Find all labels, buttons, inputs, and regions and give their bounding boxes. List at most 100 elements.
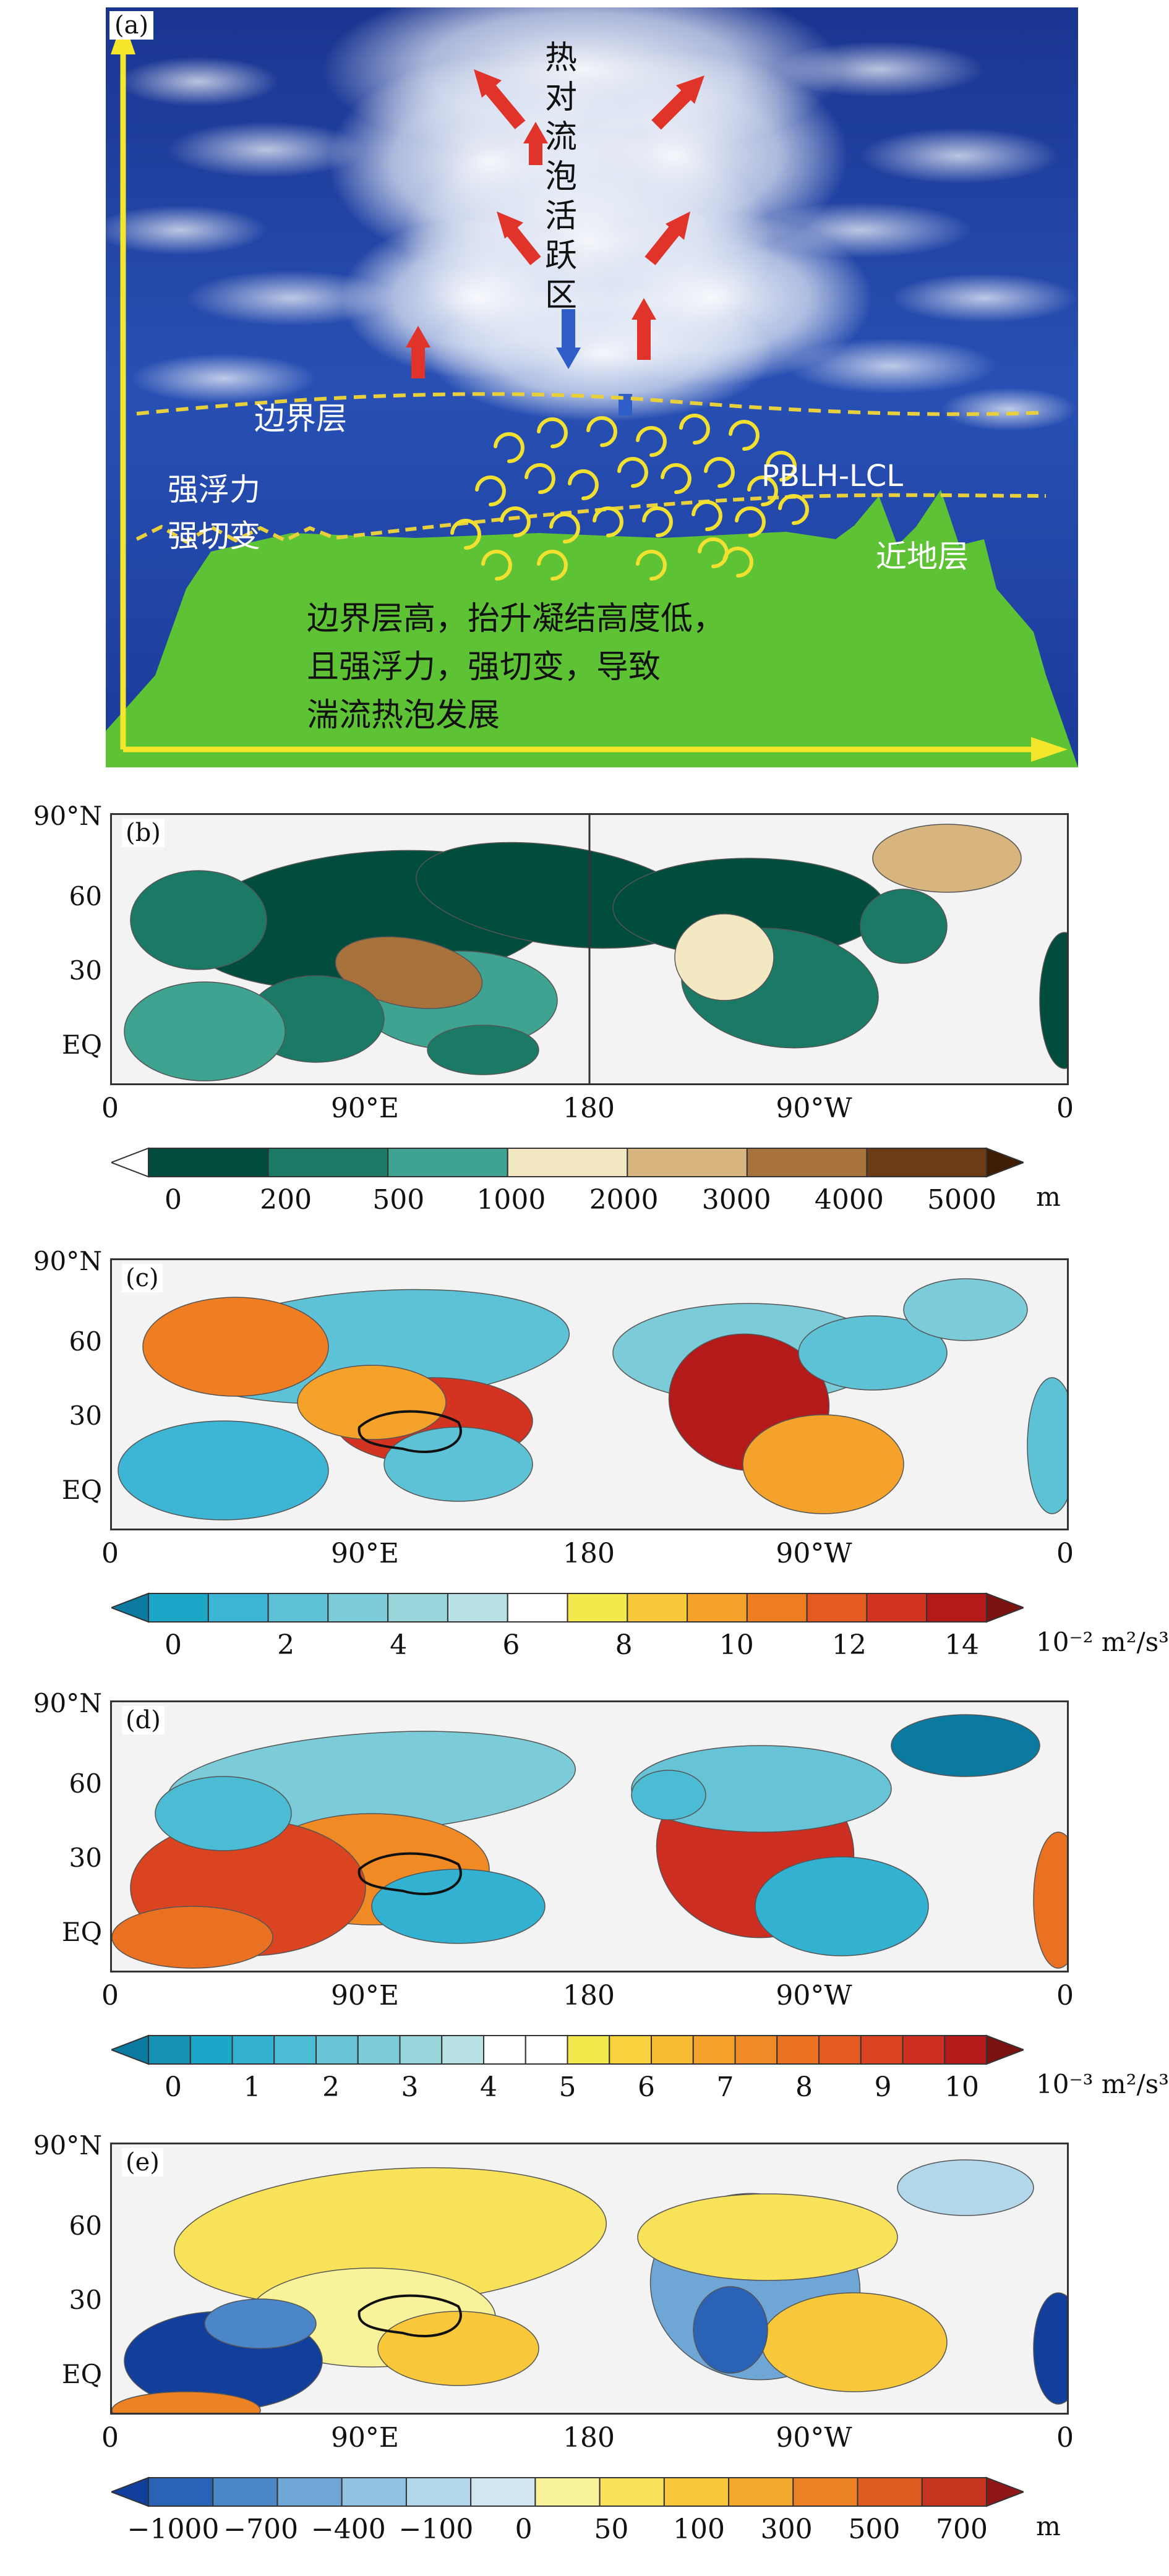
colorbar-tick-label: 500 — [372, 1184, 425, 1216]
map-field — [112, 2159, 1067, 2413]
colorbar-tick-label: 8 — [615, 1629, 633, 1661]
latitude-label: 60 — [69, 2211, 102, 2241]
latitude-label: 90°N — [33, 1246, 102, 1276]
colorbar-extend-high — [986, 2034, 1024, 2065]
longitude-label: 90°W — [776, 1980, 852, 2011]
convection-char: 对 — [544, 79, 577, 116]
land-region — [1033, 2292, 1067, 2405]
longitude-label: 90°E — [330, 1980, 400, 2011]
land-region — [637, 2193, 898, 2281]
land-region — [761, 2292, 948, 2392]
thermal-bubbles — [450, 414, 809, 581]
colorbar-tick-label: 4 — [390, 1629, 408, 1661]
land-region — [872, 824, 1022, 893]
colorbar-cell — [944, 2035, 987, 2065]
panel-letter: (b) — [122, 819, 165, 847]
colorbar-unit: 10⁻³ m²/s³ — [1036, 2069, 1169, 2099]
panel-letter: (c) — [122, 1264, 163, 1292]
pblh-lcl-label: PBLH-LCL — [761, 459, 904, 493]
colorbar-tick-label: 6 — [638, 2071, 655, 2103]
colorbar-cell — [276, 2477, 343, 2507]
colorbar-cell — [387, 1593, 448, 1623]
colorbar-cell — [866, 1593, 928, 1623]
caption-line: 湍流热泡发展 — [307, 697, 500, 734]
colorbar-tick-label: 4000 — [814, 1184, 884, 1216]
colorbar-cell — [567, 2035, 610, 2065]
colorbar-cell — [273, 2035, 317, 2065]
colorbar-cell — [207, 1593, 269, 1623]
convection-char: 跃 — [544, 237, 577, 275]
latitude-label: EQ — [61, 1475, 102, 1505]
colorbar-tick-label: 0 — [165, 1184, 182, 1216]
tibetan-plateau-outline — [358, 2294, 462, 2337]
land-region — [742, 1414, 904, 1514]
colorbar-cell — [267, 1148, 389, 1177]
colorbar-extend-high — [986, 1147, 1024, 1178]
colorbar-tick-label: 200 — [260, 1184, 312, 1216]
latitude-label: 60 — [69, 1768, 102, 1799]
panel-a-caption: 边界层高，抬升凝结高度低， 且强浮力，强切变，导致 湍流热泡发展 — [307, 595, 725, 740]
land-region — [674, 913, 774, 1001]
colorbar-cell — [525, 2035, 568, 2065]
colorbar-tick-label: 700 — [936, 2514, 988, 2545]
colorbar-extend-low — [111, 1592, 149, 1623]
colorbar-tick-label: 2 — [322, 2071, 340, 2103]
colorbar-cell — [507, 1593, 568, 1623]
colorbar-cell — [507, 1148, 628, 1177]
colorbar-tick-label: 4 — [480, 2071, 497, 2103]
land-region — [1027, 1377, 1067, 1514]
colorbar-extend-high — [986, 1592, 1024, 1623]
schematic-panel-a: (a) 热 对 流 泡 活 跃 区 边界层 强浮力 强切变 PBLH-LCL 近… — [106, 7, 1078, 767]
longitude-label: 0 — [1056, 1093, 1074, 1124]
latitude-label: 90°N — [33, 1688, 102, 1718]
surface-layer-top-dashed — [135, 493, 1047, 544]
land-region — [755, 1856, 929, 1956]
colorbar-tick-label: 0 — [165, 1629, 182, 1661]
land-region — [371, 1869, 546, 1944]
colorbar-cell — [148, 1148, 269, 1177]
convection-char: 活 — [544, 198, 577, 235]
map-frame: (b) — [110, 813, 1069, 1085]
land-region — [112, 1906, 273, 1969]
colorbar-tick-label: 10 — [719, 1629, 754, 1661]
colorbar-tick-label: −700 — [223, 2514, 299, 2545]
convection-char: 热 — [544, 40, 577, 77]
latitude-label: 30 — [69, 2285, 102, 2315]
longitude-label: 180 — [563, 1980, 615, 2011]
downdraft-arrows — [556, 309, 632, 416]
land-region — [631, 1770, 706, 1820]
longitude-label: 0 — [101, 2422, 119, 2454]
land-region — [798, 1315, 948, 1391]
colorbar-unit: m — [1036, 2511, 1061, 2541]
colorbar-tick-label: 300 — [760, 2514, 813, 2545]
land-region — [891, 1714, 1040, 1777]
colorbar-cell — [663, 2477, 730, 2507]
colorbar-extend-low — [111, 2034, 149, 2065]
colorbar-tick-label: 3000 — [701, 1184, 771, 1216]
map-field — [112, 1714, 1067, 1969]
colorbar-cell — [231, 2035, 275, 2065]
latitude-label: 90°N — [33, 801, 102, 831]
land-region — [383, 1427, 533, 1502]
colorbar — [111, 2476, 1024, 2507]
colorbar-cell — [921, 2477, 988, 2507]
colorbar-cell — [627, 1148, 748, 1177]
colorbar-tick-label: 8 — [795, 2071, 813, 2103]
colorbar-tick-label: 500 — [848, 2514, 901, 2545]
land-region — [155, 1776, 292, 1851]
colorbar-cell — [902, 2035, 946, 2065]
colorbar-cell — [860, 2035, 904, 2065]
colorbar — [111, 1147, 1024, 1178]
colorbar-tick-label: 6 — [502, 1629, 520, 1661]
colorbar-cell — [357, 2035, 401, 2065]
latitude-label: 60 — [69, 881, 102, 911]
land-region — [1039, 932, 1067, 1069]
ground-terrain — [106, 490, 1078, 767]
land-region — [112, 2391, 261, 2413]
land-region — [693, 2286, 768, 2374]
convection-char: 区 — [544, 277, 577, 314]
land-region — [897, 2159, 1034, 2216]
colorbar-tick-label: 2000 — [589, 1184, 659, 1216]
colorbar-tick-label: 2 — [277, 1629, 295, 1661]
longitude-label: 90°W — [776, 1538, 852, 1569]
